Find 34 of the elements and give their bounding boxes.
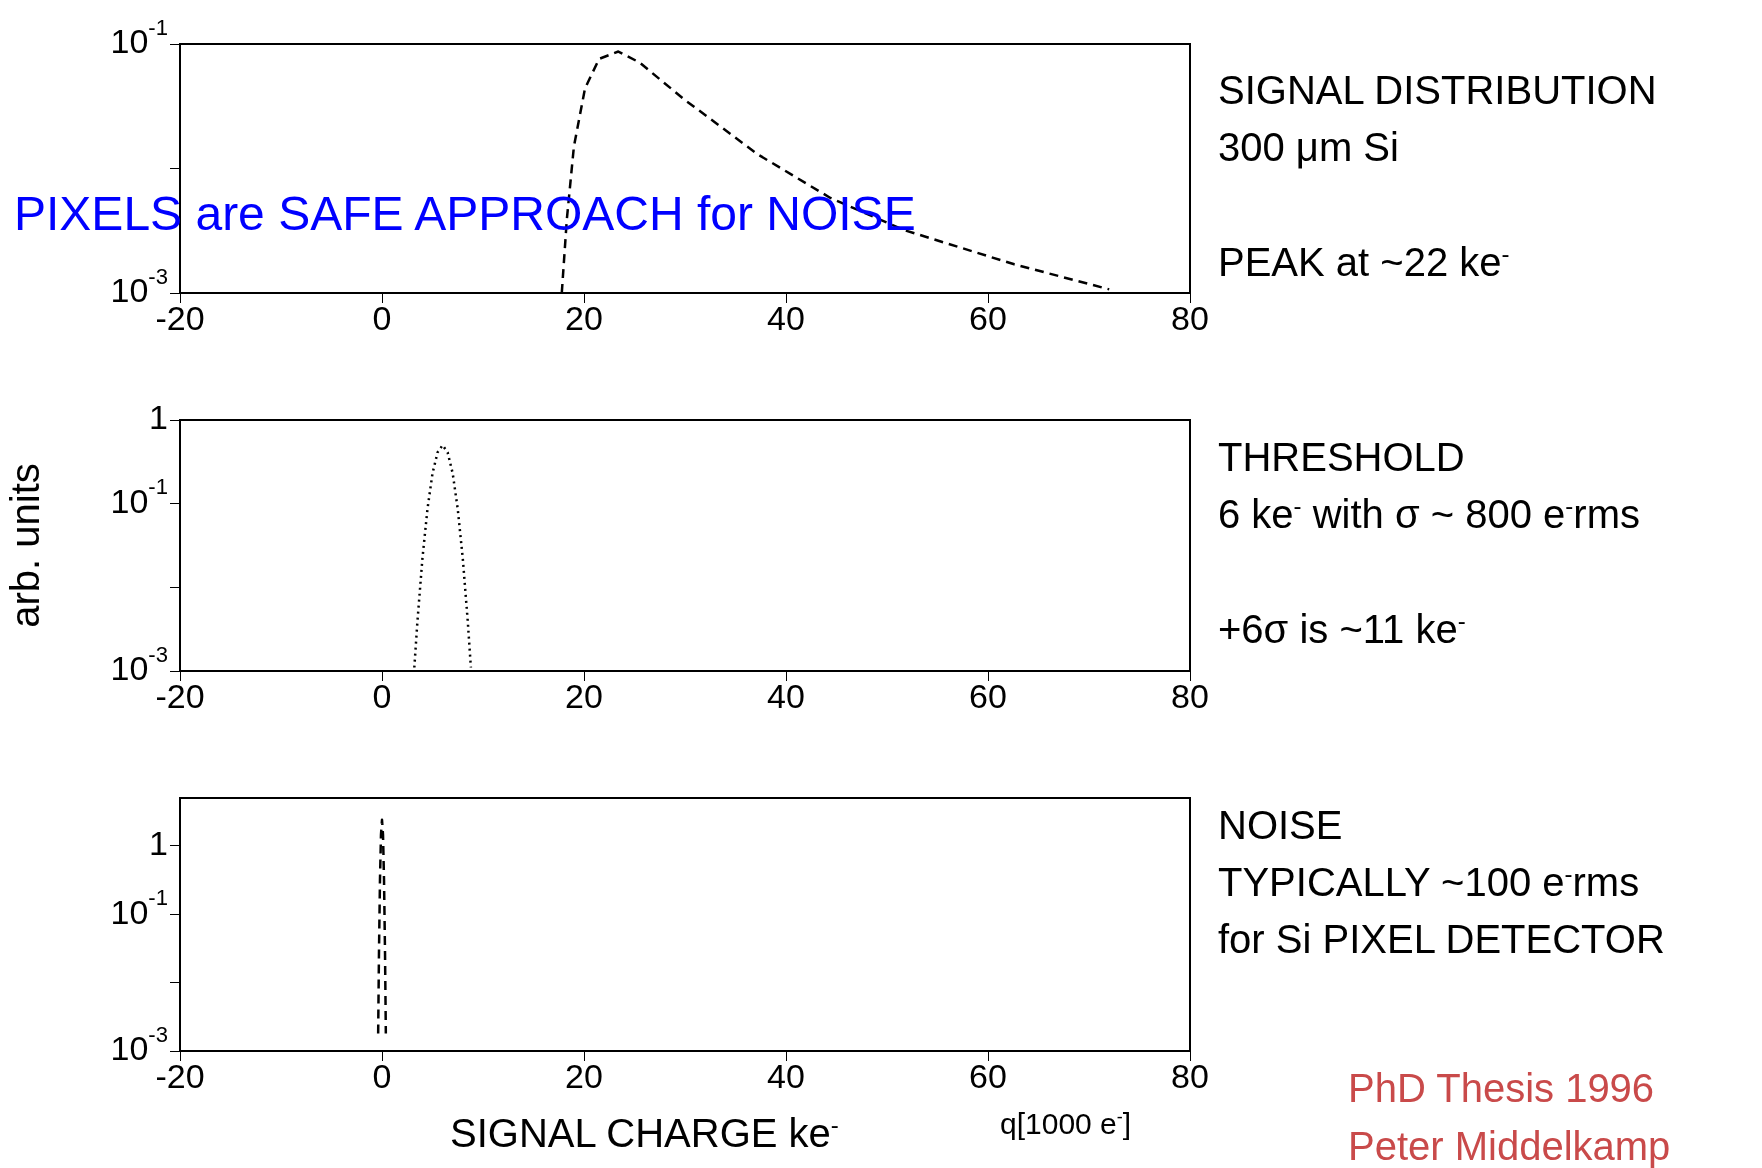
x-tick-label: -20 bbox=[155, 677, 205, 716]
text: TYPICALLY ~100 e$^{-}$rms bbox=[1218, 860, 1640, 905]
text: q[1000 e$^{-}$] bbox=[1000, 1107, 1132, 1140]
x-tick-label: 80 bbox=[1171, 299, 1209, 338]
x-tick-label: 20 bbox=[565, 299, 603, 338]
text: PhD Thesis 1996 bbox=[1348, 1066, 1655, 1110]
x-tick-label: 60 bbox=[969, 299, 1007, 338]
text: THRESHOLD bbox=[1218, 435, 1465, 479]
text: for Si PIXEL DETECTOR bbox=[1218, 917, 1665, 961]
x-tick-label: 20 bbox=[565, 1057, 603, 1096]
x-tick-label: 60 bbox=[969, 1057, 1007, 1096]
text: +6σ is ~11 ke$^{-}$ bbox=[1218, 607, 1466, 652]
x-tick-label: 80 bbox=[1171, 677, 1209, 716]
text: NOISE bbox=[1218, 803, 1343, 847]
x-tick-label: 0 bbox=[372, 677, 392, 716]
x-tick-label: 0 bbox=[372, 1057, 392, 1096]
x-tick-label: 20 bbox=[565, 677, 603, 716]
x-tick-label: 80 bbox=[1171, 1057, 1209, 1096]
x-tick-label: 0 bbox=[372, 299, 392, 338]
y-tick-label: 1 bbox=[149, 824, 169, 863]
y-axis-title: arb. units bbox=[3, 463, 48, 628]
x-axis-title: SIGNAL CHARGE ke$^{-}$ bbox=[450, 1111, 839, 1157]
text: 6 ke$^{-}$ with σ ~ 800 e$^{-}$rms bbox=[1218, 492, 1640, 537]
x-tick-label: 40 bbox=[767, 677, 805, 716]
x-tick-label: 40 bbox=[767, 1057, 805, 1096]
text: 300 μm Si bbox=[1218, 125, 1399, 169]
y-tick-label: 1 bbox=[149, 398, 169, 437]
x-tick-label: 40 bbox=[767, 299, 805, 338]
text: Peter Middelkamp bbox=[1348, 1124, 1671, 1168]
x-tick-label: 60 bbox=[969, 677, 1007, 716]
text: SIGNAL DISTRIBUTION bbox=[1218, 68, 1657, 112]
text: PEAK at ~22 ke$^{-}$ bbox=[1218, 240, 1510, 285]
x-tick-label: -20 bbox=[155, 299, 205, 338]
x-tick-label: -20 bbox=[155, 1057, 205, 1096]
